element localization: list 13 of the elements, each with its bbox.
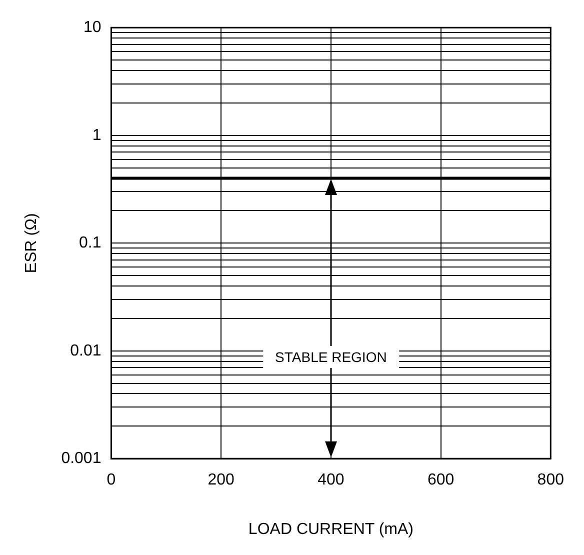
x-axis-title: LOAD CURRENT (mA)	[248, 520, 414, 538]
x-tick-label: 200	[208, 472, 235, 489]
y-tick-label: 0.1	[78, 234, 102, 252]
y-tick-label: 1	[92, 126, 102, 144]
y-tick-label: 0.01	[70, 342, 102, 360]
y-tick-label: 10	[83, 19, 102, 36]
x-tick-label: 0	[106, 472, 116, 489]
y-axis-title: ESR (Ω)	[23, 213, 40, 274]
y-tick-label: 0.001	[61, 450, 102, 468]
x-tick-label: 400	[318, 472, 344, 489]
x-tick-label: 600	[427, 472, 454, 489]
annotation: STABLE REGION	[263, 346, 399, 368]
x-tick-label: 800	[537, 472, 564, 489]
